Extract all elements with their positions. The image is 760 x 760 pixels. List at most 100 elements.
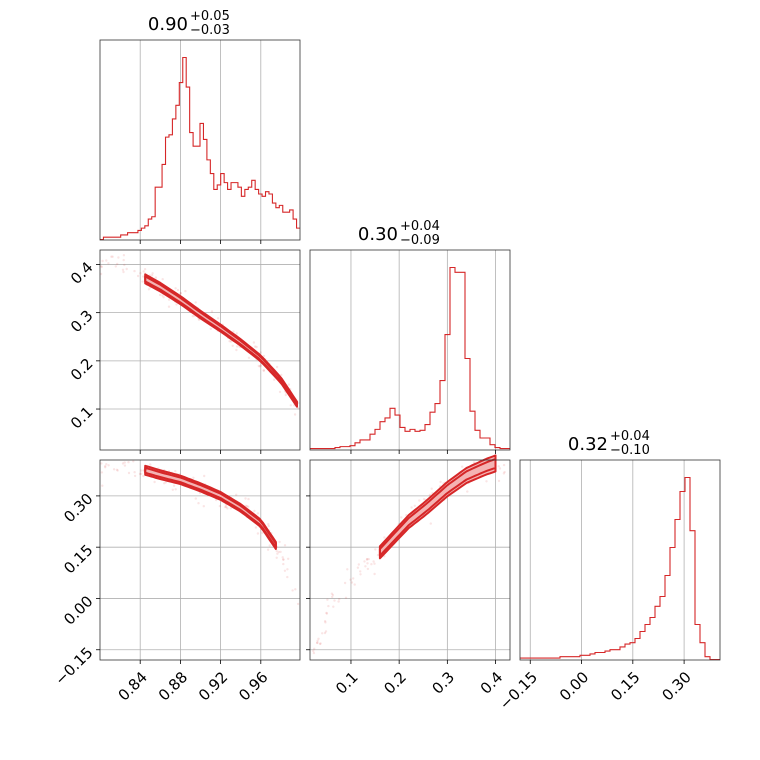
histogram-param-1 xyxy=(310,266,510,450)
sample-point xyxy=(287,383,290,386)
sample-point xyxy=(136,274,140,278)
sample-point xyxy=(123,461,126,464)
sample-point xyxy=(127,461,130,464)
sample-point xyxy=(325,611,328,615)
sample-point xyxy=(286,575,289,579)
sample-point xyxy=(110,255,113,258)
sample-point xyxy=(258,365,262,368)
sample-point xyxy=(429,522,432,525)
sample-point xyxy=(422,497,426,501)
title-median-2: 0.32 xyxy=(568,434,608,455)
sample-point xyxy=(244,497,247,500)
sample-point xyxy=(123,464,127,467)
sample-point xyxy=(142,275,145,278)
panel-frame-1-1 xyxy=(309,249,511,451)
x-tick-label: 0.96 xyxy=(235,668,271,704)
sample-point xyxy=(282,558,285,561)
sample-point xyxy=(101,259,104,263)
sample-point xyxy=(259,351,262,354)
sample-point xyxy=(224,503,228,507)
sample-point xyxy=(107,262,110,265)
sample-point xyxy=(259,364,263,367)
sample-point xyxy=(326,598,329,601)
sample-point xyxy=(125,267,128,271)
sample-point xyxy=(192,476,195,479)
sample-point xyxy=(184,289,187,293)
sample-point xyxy=(267,524,270,528)
x-tick-label: 0.30 xyxy=(659,668,695,704)
sample-point xyxy=(497,465,500,468)
sample-point xyxy=(267,523,270,526)
sample-point xyxy=(343,581,347,585)
sample-point xyxy=(138,472,142,476)
sample-point xyxy=(276,552,279,555)
sample-point xyxy=(312,649,315,653)
sample-point xyxy=(117,256,120,259)
sample-point xyxy=(359,573,362,576)
contour-inner xyxy=(144,275,298,407)
sample-point xyxy=(366,558,369,561)
y-tick-label: 0.3 xyxy=(67,306,97,336)
sample-point xyxy=(99,272,103,276)
sample-point xyxy=(228,340,231,343)
sample-point xyxy=(127,471,131,475)
sample-point xyxy=(344,596,348,599)
sample-point xyxy=(194,301,197,304)
sample-point xyxy=(203,474,206,478)
sample-point xyxy=(235,332,238,335)
sample-point xyxy=(255,345,258,349)
panel-frame-0-0 xyxy=(99,39,301,241)
sample-point xyxy=(121,268,125,271)
sample-point xyxy=(100,265,104,269)
x-tick-label: 0.00 xyxy=(556,668,592,704)
sample-point xyxy=(225,505,228,509)
sample-point xyxy=(122,254,126,257)
title-minus-2: −0.10 xyxy=(610,443,650,458)
sample-point xyxy=(194,497,197,500)
sample-point xyxy=(366,567,370,571)
sample-point xyxy=(282,562,285,566)
sample-point xyxy=(104,465,107,468)
sample-point xyxy=(174,287,177,290)
sample-point xyxy=(291,589,294,592)
sample-point xyxy=(163,482,166,485)
x-tick-label: 0.88 xyxy=(155,668,191,704)
sample-point xyxy=(428,493,432,497)
sample-point xyxy=(273,378,276,381)
sample-point xyxy=(346,568,349,571)
sample-point xyxy=(197,318,201,321)
sample-point xyxy=(142,474,145,478)
x-tick-label: 0.2 xyxy=(380,668,410,698)
sample-point xyxy=(289,404,292,407)
y-tick-label: 0.15 xyxy=(60,541,96,577)
sample-point xyxy=(410,506,413,509)
sample-point xyxy=(197,502,200,505)
sample-point xyxy=(236,345,239,348)
sample-point xyxy=(174,470,177,473)
sample-point xyxy=(175,303,178,306)
sample-point xyxy=(253,345,257,348)
panel-frame-2-2 xyxy=(519,459,721,661)
sample-point xyxy=(359,570,362,573)
sample-point xyxy=(261,531,264,535)
sample-point xyxy=(321,632,324,635)
title-plus-1: +0.04 xyxy=(400,219,440,234)
sample-point xyxy=(284,393,287,397)
sample-point xyxy=(105,259,108,262)
sample-point xyxy=(294,588,297,591)
sample-point xyxy=(373,572,376,576)
sample-point xyxy=(317,637,320,640)
sample-point xyxy=(357,563,360,566)
sample-point xyxy=(367,557,370,561)
histogram-param-0 xyxy=(100,56,300,241)
sample-point xyxy=(466,490,469,493)
sample-point xyxy=(325,612,329,615)
sample-point xyxy=(235,348,238,352)
sample-point xyxy=(316,639,319,642)
sample-point xyxy=(282,558,285,561)
title-plus-0: +0.05 xyxy=(190,9,230,24)
sample-point xyxy=(226,507,229,510)
sample-point xyxy=(107,464,110,467)
sample-point xyxy=(245,505,249,508)
